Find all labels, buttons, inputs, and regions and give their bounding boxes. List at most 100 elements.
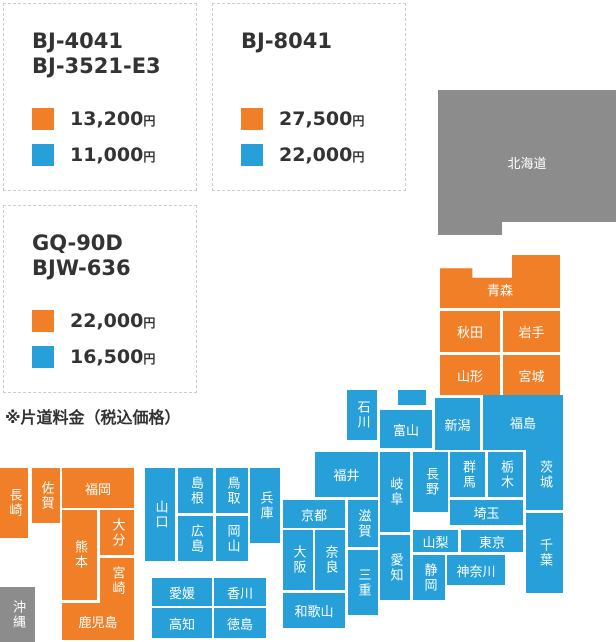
model-name: BJ-4041	[32, 29, 123, 53]
swatch	[32, 310, 54, 332]
prefecture: 鹿児島	[62, 603, 134, 640]
price: 22,000円	[70, 310, 155, 334]
prefecture: 徳島	[214, 608, 266, 638]
price: 27,500円	[279, 108, 364, 132]
prefecture: 山口	[145, 468, 175, 561]
prefecture-label: 石川	[354, 400, 370, 430]
amount: 13,200	[70, 108, 144, 130]
prefecture: 岐阜	[380, 452, 410, 532]
prefecture-label: 長野	[423, 467, 438, 497]
prefecture: 富山	[380, 410, 432, 448]
prefecture-label: 島根	[188, 475, 203, 506]
amount: 22,000	[279, 144, 353, 166]
prefecture: 宮城	[503, 355, 560, 395]
fare-box: BJ-8041 27,500円 22,000円	[212, 3, 406, 191]
prefecture-label: 福岡	[84, 482, 111, 498]
prefecture-label: 和歌山	[294, 605, 334, 620]
prefecture-label: 広島	[188, 523, 203, 554]
amount: 11,000	[70, 144, 144, 166]
swatch	[32, 346, 54, 368]
prefecture: 東京	[461, 530, 523, 552]
prefecture-label: 滋賀	[355, 508, 371, 539]
prefecture: 福岡	[62, 468, 134, 508]
prefecture: 福井	[315, 452, 378, 497]
model-name: GQ-90D	[32, 231, 123, 255]
prefecture-label: 山梨	[422, 535, 449, 551]
prefecture-label: 奈良	[322, 545, 338, 575]
prefecture: 兵庫	[250, 468, 280, 543]
prefecture-label: 三重	[355, 567, 371, 598]
model-name: BJW-636	[32, 256, 131, 280]
model-name: BJ-3521-E3	[32, 54, 161, 78]
prefecture: 京都	[283, 500, 345, 528]
prefecture: 新潟	[435, 398, 480, 450]
prefecture-label: 北海道	[507, 157, 547, 172]
prefecture: 和歌山	[283, 593, 345, 628]
prefecture-label: 福島	[509, 417, 536, 432]
prefecture: 愛知	[380, 535, 410, 600]
fare-box: GQ-90D BJW-636 22,000円 16,500 円	[3, 205, 197, 393]
unit: 円	[143, 114, 156, 128]
prefecture-label: 秋田	[456, 326, 483, 341]
prefecture-label: 東京	[478, 535, 505, 551]
prefecture-label: 山形	[456, 369, 483, 385]
prefecture-label: 徳島	[226, 617, 253, 633]
prefecture: 佐賀	[32, 468, 60, 523]
island	[398, 390, 426, 405]
prefecture-label: 岡山	[224, 523, 240, 554]
prefecture-label: 神奈川	[456, 564, 496, 580]
prefecture-label: 福井	[333, 469, 360, 484]
prefecture: 岡山	[216, 516, 248, 561]
note: ※片道料金（税込価格）	[5, 408, 181, 427]
prefecture-label: 京都	[300, 508, 327, 524]
unit: 円	[143, 150, 156, 164]
prefecture: 山梨	[413, 530, 458, 552]
model-name: BJ-8041	[241, 29, 332, 53]
prefecture: 広島	[178, 516, 213, 561]
prefecture: 長崎	[0, 468, 28, 538]
prefecture: 青森	[440, 255, 560, 308]
prefecture: 岩手	[503, 311, 560, 352]
prefecture-label: 岐阜	[387, 477, 403, 507]
prefecture-label: 新潟	[444, 418, 471, 434]
prefecture-label: 埼玉	[473, 507, 500, 522]
fare-box: BJ-4041 BJ-3521-E3 13,200円 11,000円	[3, 3, 197, 191]
prefecture: 沖縄	[0, 587, 35, 642]
prefecture: 高知	[152, 608, 212, 638]
prefecture-label: 愛知	[387, 552, 403, 583]
prefecture: 愛媛	[152, 578, 212, 606]
prefecture: 熊本	[62, 510, 97, 600]
prefecture: 北海道	[438, 90, 616, 235]
prefecture-label: 宮城	[518, 369, 545, 385]
prefecture: 埼玉	[450, 500, 523, 525]
prefecture-label: 熊本	[72, 540, 87, 570]
prefecture-label: 鳥取	[224, 475, 240, 506]
prefecture: 島根	[178, 468, 213, 513]
prefecture-label: 群馬	[460, 459, 475, 490]
prefecture: 鳥取	[216, 468, 248, 513]
prefecture: 群馬	[450, 452, 485, 497]
prefecture-label: 山口	[152, 499, 168, 530]
prefecture: 福島	[483, 395, 563, 450]
price: 11,000円	[70, 144, 155, 168]
prefecture: 秋田	[440, 311, 500, 352]
prefecture: 大分	[100, 510, 134, 555]
prefecture-label: 栃木	[498, 459, 513, 490]
prefecture: 三重	[348, 550, 378, 615]
prefecture-label: 沖縄	[10, 599, 25, 630]
swatch	[32, 108, 54, 130]
prefecture: 滋賀	[348, 500, 378, 547]
prefecture-label: 千葉	[537, 538, 552, 568]
price: 13,200円	[70, 108, 155, 132]
prefecture: 栃木	[488, 452, 523, 497]
prefecture-label: 富山	[392, 423, 419, 439]
prefecture-label: 香川	[226, 586, 253, 602]
prefecture-label: 大分	[109, 517, 125, 548]
amount: 27,500	[279, 108, 353, 130]
prefecture-label: 宮崎	[109, 565, 125, 596]
prefecture-label: 鹿児島	[78, 616, 118, 631]
amount: 22,000	[70, 310, 144, 332]
amount: 16,500	[70, 346, 144, 368]
unit: 円	[143, 316, 156, 330]
prefecture-label: 長崎	[6, 488, 22, 518]
